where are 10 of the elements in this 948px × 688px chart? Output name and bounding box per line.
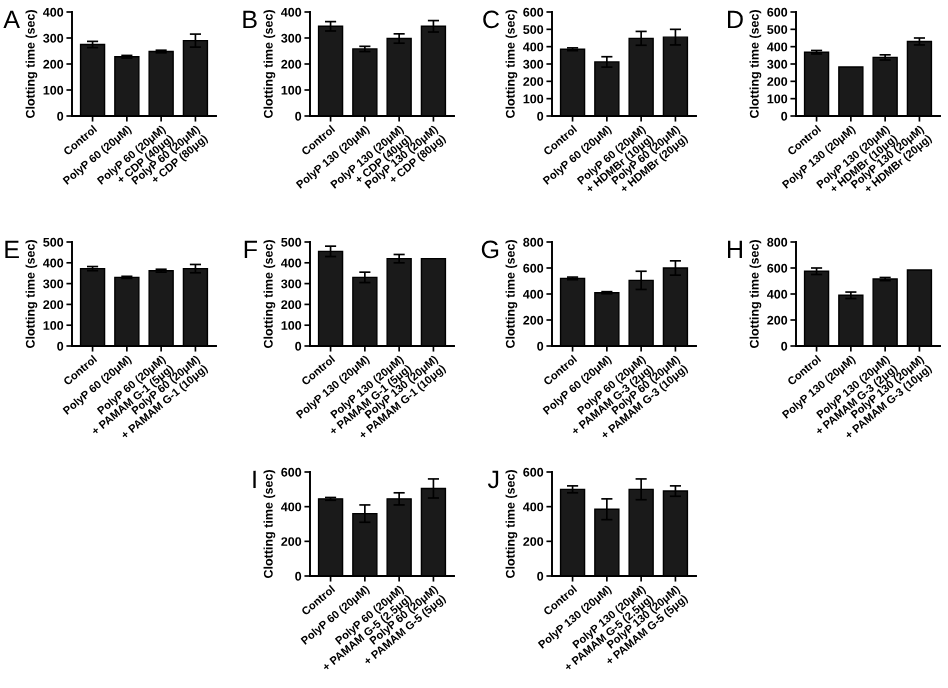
chart-title: E (5, 240, 19, 259)
chart-title: B (243, 10, 257, 29)
chart-title: H (728, 240, 742, 259)
chart-title: I (253, 470, 256, 489)
chart-title: G (481, 240, 499, 259)
chart-title: F (244, 240, 257, 259)
chart-title: J (487, 470, 499, 489)
chart-title: C (483, 10, 500, 29)
chart-title: A (3, 10, 20, 29)
chart-title: D (728, 10, 743, 29)
